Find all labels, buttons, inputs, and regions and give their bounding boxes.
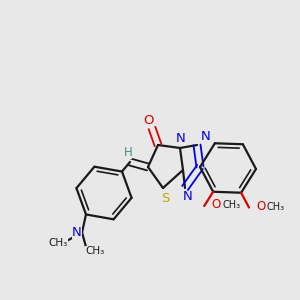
Text: CH₃: CH₃: [85, 247, 105, 256]
Text: N: N: [183, 190, 193, 203]
Text: N: N: [201, 130, 211, 143]
Text: N: N: [176, 133, 186, 146]
Text: S: S: [161, 191, 169, 205]
Text: H: H: [124, 146, 132, 158]
Text: CH₃: CH₃: [222, 200, 240, 210]
Text: CH₃: CH₃: [48, 238, 68, 248]
Text: N: N: [72, 226, 82, 239]
Text: O: O: [256, 200, 266, 213]
Text: CH₃: CH₃: [267, 202, 285, 212]
Text: O: O: [212, 199, 221, 212]
Text: O: O: [144, 113, 154, 127]
